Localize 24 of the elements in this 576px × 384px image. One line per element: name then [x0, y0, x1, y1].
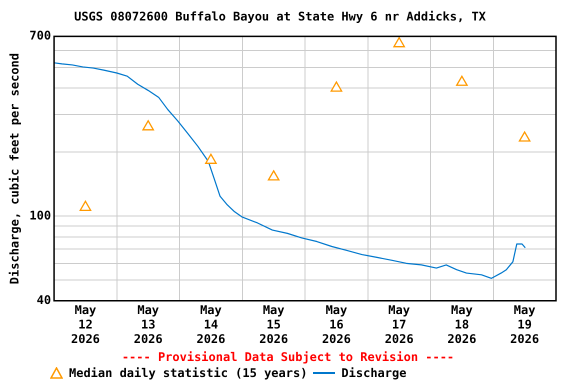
point: [456, 76, 468, 86]
x-tick-label: May 16 2026: [322, 303, 351, 346]
x-tick-label: May 15 2026: [259, 303, 288, 346]
y-tick-label: 700: [29, 28, 52, 43]
x-tick-label: May 14 2026: [196, 303, 226, 346]
x-tick-label: May 18 2026: [447, 303, 476, 346]
point: [80, 200, 92, 211]
point: [393, 37, 405, 48]
point: [518, 131, 530, 142]
x-tick-label: May 13 2026: [134, 303, 163, 346]
x-tick-label: May 17 2026: [384, 303, 414, 346]
point: [205, 154, 217, 164]
y-axis-title: Discharge, cubic feet per second: [7, 53, 22, 284]
text: ---- Provisional Data Subject to Revision ----: [120, 350, 456, 365]
legend-label: Discharge: [341, 365, 406, 381]
legend-label: Median daily statistic (15 years): [69, 365, 308, 381]
chart-title: USGS 08072600 Buffalo Bayou at State Hwy 6 nr Addicks, TX: [74, 9, 487, 24]
x-tick-label: May 12 2026: [70, 303, 100, 346]
y-tick-label: 100: [29, 208, 52, 222]
point: [330, 81, 342, 92]
point: [268, 170, 280, 181]
y-tick-label: 40: [36, 292, 52, 307]
point: [142, 120, 154, 130]
x-tick-label: May 19 2026: [510, 303, 540, 346]
